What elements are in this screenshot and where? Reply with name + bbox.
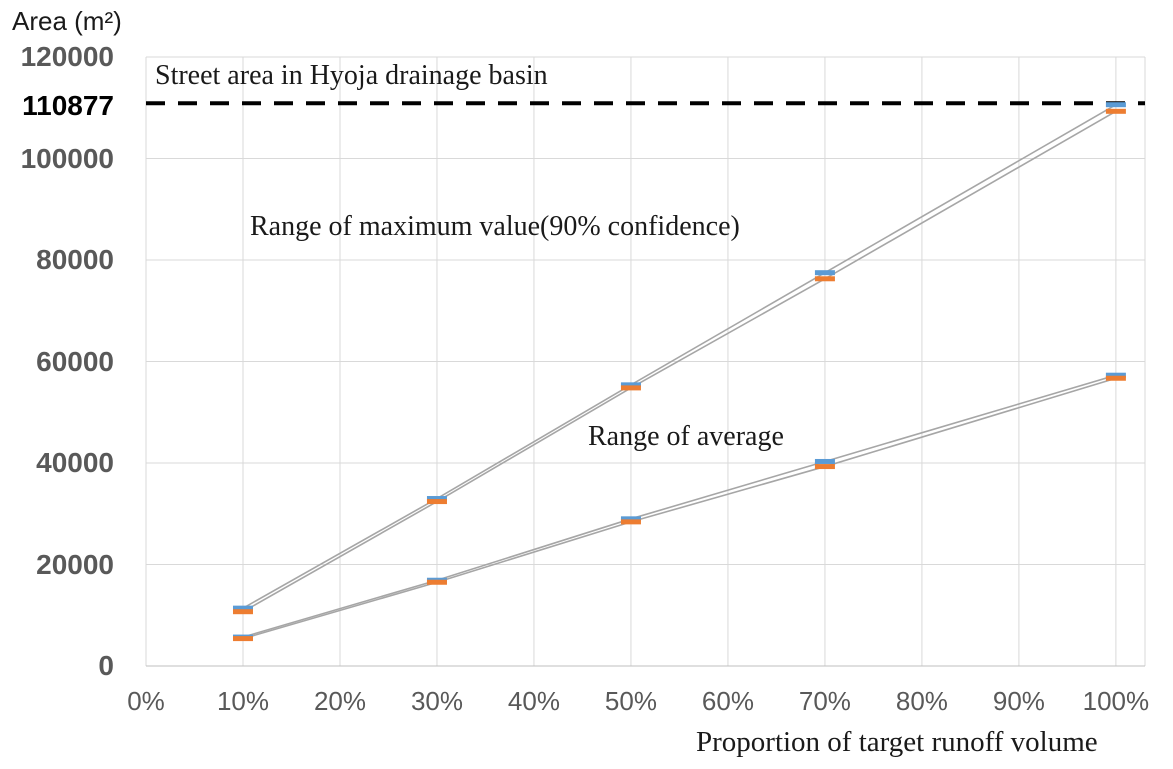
x-tick-label: 70%: [798, 686, 851, 716]
y-tick-label: 100000: [20, 142, 114, 174]
series-line-average-range-lower: [242, 377, 1117, 640]
marker-maximum-range-lower: [232, 609, 253, 615]
marker-maximum-range-lower: [426, 499, 447, 505]
marker-maximum-range-upper: [1105, 102, 1126, 108]
x-tick-label: 50%: [604, 686, 657, 716]
marker-average-range-lower: [232, 636, 253, 642]
y-tick-label: 0: [98, 650, 114, 681]
x-tick-label: 90%: [992, 686, 1045, 716]
marker-average-range-upper: [620, 516, 641, 522]
y-tick-label: 60000: [36, 345, 114, 377]
series-line-average-range-upper: [242, 374, 1117, 638]
marker-maximum-range-upper: [426, 496, 447, 502]
x-tick-label: 0%: [127, 686, 165, 716]
x-tick-label: 40%: [507, 686, 560, 716]
marker-maximum-range-lower: [814, 276, 835, 282]
y-tick-label: 80000: [36, 244, 114, 275]
marker-maximum-range-upper: [814, 270, 835, 276]
x-axis-title: Proportion of target runoff volume: [696, 726, 1098, 758]
avg-range-annotation: Range of average: [588, 421, 784, 452]
x-tick-label: 80%: [895, 686, 948, 716]
x-tick-label: 100%: [1082, 686, 1150, 716]
x-tick-label: 30%: [410, 686, 463, 716]
marker-average-range-lower: [426, 579, 447, 585]
marker-maximum-range-upper: [232, 605, 253, 611]
marker-maximum-range-lower: [1105, 108, 1126, 114]
y-axis-title: Area (m²): [12, 6, 122, 36]
max-range-annotation: Range of maximum value(90% confidence): [250, 211, 740, 242]
x-tick-label: 10%: [216, 686, 269, 716]
marker-maximum-range-upper: [620, 382, 641, 388]
marker-maximum-range-lower: [620, 385, 641, 391]
marker-average-range-lower: [620, 519, 641, 525]
y-tick-label: 120000: [20, 41, 114, 72]
reference-axis-label: 110877: [22, 90, 114, 122]
y-tick-label: 40000: [36, 447, 114, 478]
x-tick-label: 60%: [701, 686, 754, 716]
series-line-maximum-range-upper: [242, 104, 1117, 609]
marker-average-range-lower: [1105, 375, 1126, 381]
reference-line-label: Street area in Hyoja drainage basin: [155, 60, 548, 91]
marker-average-range-upper: [814, 458, 835, 464]
marker-average-range-lower: [814, 464, 835, 470]
x-tick-label: 20%: [313, 686, 366, 716]
y-tick-label: 20000: [36, 548, 114, 580]
marker-average-range-upper: [1105, 372, 1126, 378]
